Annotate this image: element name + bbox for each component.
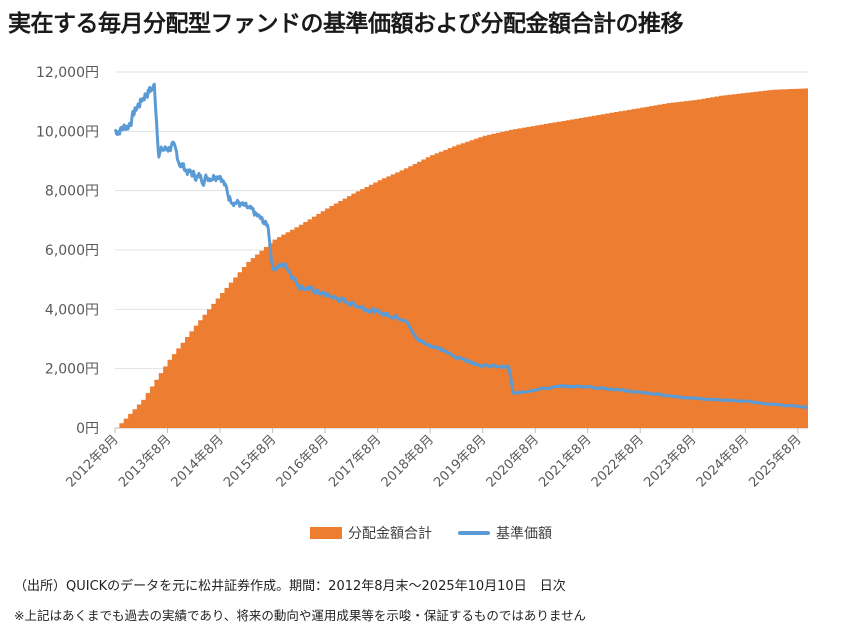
legend-swatch-distribution [310, 527, 342, 539]
y-tick-label: 2,000円 [45, 362, 99, 378]
x-tick-label: 2025年8月 [746, 432, 804, 490]
x-tick-label: 2024年8月 [694, 432, 752, 490]
y-axis-ticks: 0円 2,000円 4,000円 6,000円 8,000円 10,000円 12,000円 [36, 65, 99, 437]
legend: 分配金額合計 基準価額 [310, 523, 552, 543]
nav-line-series [113, 82, 809, 410]
x-tick-label: 2018年8月 [379, 432, 437, 490]
y-tick-label: 8,000円 [45, 184, 99, 200]
y-tick-label: 4,000円 [45, 302, 99, 318]
x-tick-label: 2012年8月 [64, 432, 122, 490]
x-tick-label: 2014年8月 [169, 432, 227, 490]
y-tick-label: 0円 [76, 421, 99, 437]
x-tick-label: 2023年8月 [641, 432, 699, 490]
chart-svg: 0円 2,000円 4,000円 6,000円 8,000円 10,000円 12,000円… [36, 65, 809, 490]
nav-line [113, 82, 809, 410]
legend-label-distribution: 分配金額合計 [348, 526, 432, 542]
y-tick-label: 12,000円 [36, 65, 99, 81]
y-tick-label: 6,000円 [45, 243, 99, 259]
x-tick-label: 2020年8月 [484, 432, 542, 490]
disclaimer-note: ※上記はあくまでも過去の実績であり、将来の動向や運用成果等を示唆・保証するもので… [14, 608, 586, 623]
legend-item-nav: 基準価額 [458, 523, 552, 543]
legend-item-distribution: 分配金額合計 [310, 523, 432, 543]
y-tick-label: 10,000円 [36, 124, 99, 140]
source-note: （出所）QUICKのデータを元に松井証券作成。期間：2012年8月末～2025年… [14, 579, 566, 594]
x-tick-label: 2017年8月 [326, 432, 384, 490]
x-tick-label: 2016年8月 [274, 432, 332, 490]
distribution-area-series [115, 88, 808, 428]
x-tick-label: 2019年8月 [431, 432, 489, 490]
chart-title: 実在する毎月分配型ファンドの基準価額および分配金額合計の推移 [8, 11, 684, 37]
distribution-area [115, 88, 808, 428]
x-tick-label: 2013年8月 [116, 432, 174, 490]
x-tick-label: 2015年8月 [221, 432, 279, 490]
x-tick-label: 2021年8月 [536, 432, 594, 490]
x-tick-label: 2022年8月 [589, 432, 647, 490]
legend-label-nav: 基準価額 [496, 526, 552, 542]
legend-swatch-nav [458, 531, 490, 535]
x-axis-ticks: 2012年8月2013年8月2014年8月2015年8月2016年8月2017年… [64, 428, 805, 490]
